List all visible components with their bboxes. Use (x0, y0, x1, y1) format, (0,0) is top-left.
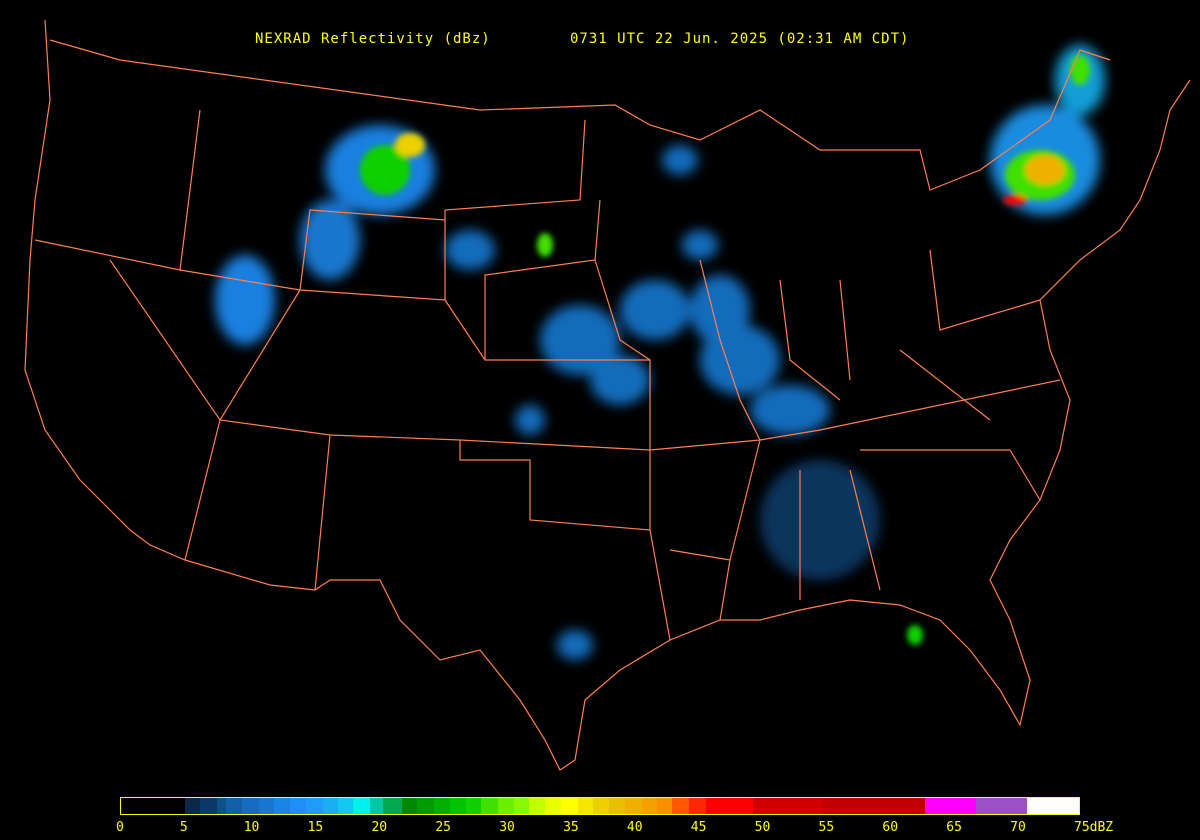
tick-label: 55 (818, 820, 835, 835)
tick-label: 70 (1010, 820, 1026, 835)
radar-echoes (215, 45, 1105, 660)
color-scale-segment (593, 798, 609, 814)
timestamp: 0731 UTC 22 Jun. 2025 (02:31 AM CDT) (570, 31, 910, 47)
tick-label: 20 (371, 820, 388, 835)
color-scale-segment (121, 798, 185, 814)
color-scale-segment (561, 798, 578, 814)
color-scale-segment (274, 798, 290, 814)
color-scale-segment (1027, 798, 1079, 814)
tick-label: 5 (179, 820, 188, 835)
color-scale-segment (480, 798, 498, 814)
tick-label: 65 (946, 820, 962, 835)
color-scale-segment (289, 798, 307, 814)
color-scale-segment (450, 798, 466, 814)
us-map (24, 19, 1191, 771)
color-scale-segment (184, 798, 201, 814)
color-scale-segment (625, 798, 642, 814)
tick-label: 50 (754, 820, 771, 835)
color-scale-segment (417, 798, 434, 814)
color-scale-segment (338, 798, 354, 814)
color-scale-segment (689, 798, 706, 814)
color-scale-segment (705, 798, 753, 814)
color-scale-segment (752, 798, 824, 814)
color-scale-segment (465, 798, 481, 814)
color-scale-segment (976, 798, 1028, 814)
product-title: NEXRAD Reflectivity (dBz) (255, 31, 491, 47)
tick-label: 35 (563, 820, 579, 835)
color-scale-segment (823, 798, 926, 814)
color-scale-segment (353, 798, 370, 814)
color-scale-segment (200, 798, 217, 814)
color-scale-segment (577, 798, 594, 814)
tick-label: 10 (243, 820, 260, 835)
color-scale-segment (258, 798, 275, 814)
color-scale-segment (529, 798, 545, 814)
color-scale-segment (225, 798, 243, 814)
color-scale-segment (369, 798, 383, 814)
color-scale-segment (497, 798, 515, 814)
tick-label: 15 (307, 820, 324, 835)
dbz-color-scale (120, 797, 1080, 815)
color-scale-segment (514, 798, 530, 814)
color-scale-segment (322, 798, 339, 814)
tick-label: 45 (690, 820, 707, 835)
color-scale-segment (544, 798, 562, 814)
tick-label: 30 (499, 820, 515, 835)
tick-label: 0 (116, 820, 124, 835)
color-scale-segment (242, 798, 259, 814)
tick-label: 75dBZ (1074, 820, 1114, 835)
color-scale-segment (925, 798, 977, 814)
state-borders (24, 19, 1191, 771)
tick-label: 60 (882, 820, 899, 835)
color-scale-segment (608, 798, 626, 814)
color-scale-segment (672, 798, 689, 814)
tick-label: 25 (435, 820, 451, 835)
color-scale-segment (657, 798, 673, 814)
color-scale-segment (216, 798, 226, 814)
color-scale-segment (306, 798, 323, 814)
coastline-border (24, 19, 1191, 771)
color-scale-segment (382, 798, 402, 814)
color-scale-segment (433, 798, 451, 814)
tick-label: 40 (626, 820, 643, 835)
color-scale-segment (641, 798, 658, 814)
color-scale-segment (401, 798, 418, 814)
